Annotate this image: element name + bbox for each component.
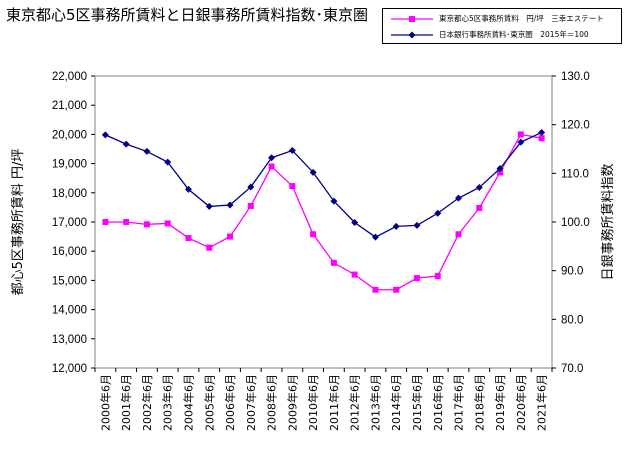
x-tick-label: 2010年6月 (306, 374, 320, 431)
y-tick-label: 13,000 (52, 334, 87, 346)
data-point-square (351, 271, 358, 278)
x-tick-label: 2004年6月 (181, 374, 195, 431)
data-point-diamond (475, 183, 483, 191)
data-point-square (227, 233, 234, 240)
y-tick-label: 22,000 (52, 71, 87, 83)
data-point-square (538, 135, 545, 142)
data-point-diamond (122, 140, 130, 148)
data-point-diamond (101, 131, 109, 139)
data-point-diamond (205, 202, 213, 210)
y2-tick-label: 70.0 (561, 363, 583, 375)
data-point-square (102, 219, 109, 225)
x-tick-label: 2000年6月 (98, 374, 112, 431)
data-point-square (289, 183, 296, 190)
x-tick-label: 2013年6月 (368, 374, 382, 431)
y-tick-label: 15,000 (52, 275, 87, 287)
y2-tick-label: 120.0 (561, 120, 590, 132)
x-tick-label: 2015年6月 (410, 374, 424, 431)
chart-title: 東京都心5区事務所賃料と日銀事務所賃料指数･東京圏 (6, 6, 369, 24)
x-tick-label: 2006年6月 (223, 374, 237, 431)
data-point-diamond (164, 158, 172, 166)
x-tick-label: 2020年6月 (514, 374, 528, 431)
data-point-diamond (226, 201, 234, 209)
data-point-square (497, 169, 504, 176)
y2-axis-title: 日銀事務所賃料指数 (601, 163, 616, 280)
y-tick-label: 12,000 (52, 363, 87, 375)
data-point-square (164, 220, 171, 227)
y2-tick-label: 100.0 (561, 217, 590, 229)
data-point-diamond (268, 154, 276, 162)
y-tick-label: 17,000 (52, 217, 87, 229)
x-tick-label: 2003年6月 (161, 374, 175, 431)
data-point-square (123, 219, 130, 225)
data-point-diamond (517, 138, 525, 146)
y-tick-label: 16,000 (52, 246, 87, 258)
x-tick-label: 2009年6月 (285, 374, 299, 431)
data-point-diamond (371, 233, 379, 241)
y2-tick-label: 130.0 (561, 71, 590, 83)
x-tick-label: 2008年6月 (265, 374, 279, 431)
x-tick-label: 2007年6月 (244, 374, 258, 431)
data-point-square (310, 231, 317, 238)
x-tick-label: 2014年6月 (389, 374, 403, 431)
x-tick-label: 2001年6月 (119, 374, 133, 431)
data-point-diamond (143, 147, 151, 155)
x-tick-label: 2011年6月 (327, 374, 341, 431)
data-point-square (268, 163, 275, 170)
y-tick-label: 18,000 (52, 188, 87, 200)
x-tick-label: 2021年6月 (535, 374, 549, 431)
y-tick-label: 20,000 (52, 129, 87, 141)
x-tick-label: 2002年6月 (140, 374, 154, 431)
data-point-diamond (434, 209, 442, 217)
x-tick-label: 2018年6月 (472, 374, 486, 431)
x-tick-label: 2016年6月 (431, 374, 445, 431)
data-point-diamond (309, 168, 317, 176)
data-point-square (185, 235, 192, 242)
y2-tick-label: 80.0 (561, 314, 583, 326)
data-point-square (330, 259, 337, 266)
data-point-square (372, 286, 379, 293)
data-point-square (413, 275, 420, 282)
x-tick-label: 2012年6月 (348, 374, 362, 431)
data-point-diamond (288, 146, 296, 154)
data-point-diamond (392, 222, 400, 230)
data-point-square (434, 273, 441, 280)
x-tick-label: 2005年6月 (202, 374, 216, 431)
data-point-square (517, 131, 524, 138)
data-point-square (455, 231, 462, 238)
x-tick-label: 2017年6月 (452, 374, 466, 431)
legend-label-boj-index: 日本銀行事務所賃料･東京圏 2015年＝100 (439, 30, 589, 39)
y2-tick-label: 110.0 (561, 168, 589, 180)
series-line-1 (105, 131, 542, 238)
data-point-diamond (330, 197, 338, 205)
data-point-diamond (247, 183, 255, 191)
y2-tick-label: 90.0 (561, 266, 583, 278)
legend-marker-square-icon (391, 16, 433, 22)
plot-area (94, 75, 553, 369)
y-tick-label: 19,000 (52, 159, 87, 171)
data-point-diamond (184, 185, 192, 193)
data-point-square (247, 202, 254, 209)
data-point-diamond (455, 194, 463, 202)
data-point-square (476, 204, 483, 211)
y-tick-label: 21,000 (52, 100, 87, 112)
legend: 東京都心5区事務所賃料 円/坪 三幸エステート 日本銀行事務所賃料･東京圏 20… (382, 8, 622, 44)
series-line-0 (105, 133, 542, 291)
y-axis-title: 都心5区事務所賃料 円/坪 (11, 149, 26, 296)
x-tick-label: 2019年6月 (493, 374, 507, 431)
legend-label-tokyo-rent: 東京都心5区事務所賃料 円/坪 三幸エステート (439, 14, 604, 23)
data-point-diamond (496, 164, 504, 172)
y-tick-label: 14,000 (52, 305, 87, 317)
legend-marker-diamond-icon (391, 31, 433, 39)
data-point-diamond (351, 218, 359, 226)
data-point-diamond (538, 128, 546, 136)
data-point-square (393, 286, 400, 293)
data-point-square (206, 244, 213, 251)
data-point-square (143, 221, 150, 228)
data-point-diamond (413, 221, 421, 229)
